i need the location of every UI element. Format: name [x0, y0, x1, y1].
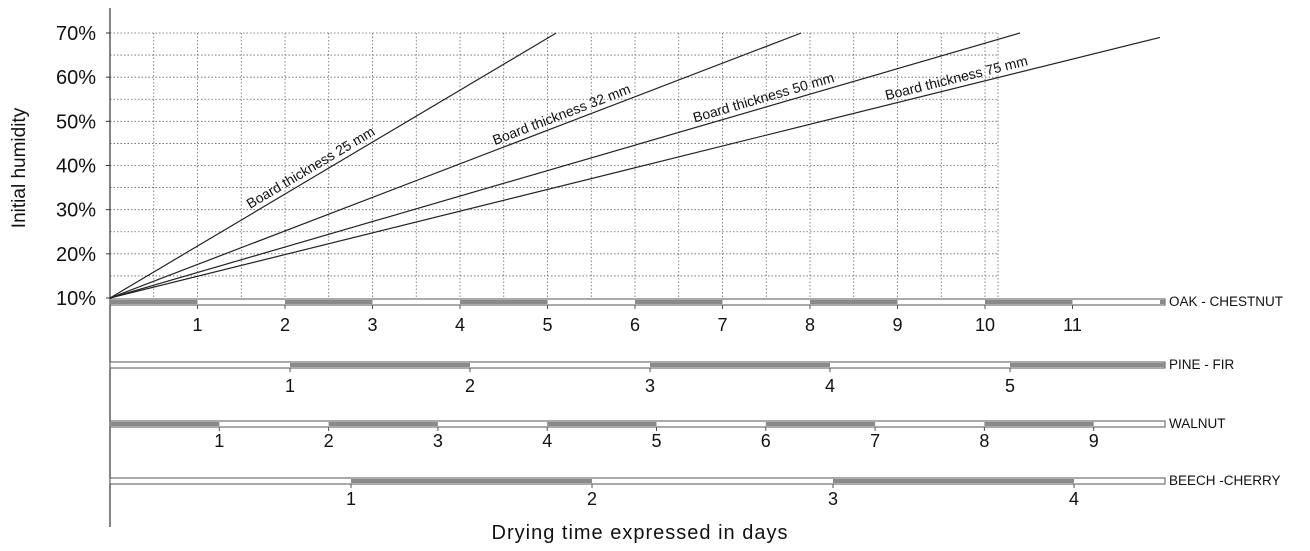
scale-tick-label: 5 [542, 315, 552, 335]
y-axis-label: Initial humidity [9, 107, 30, 228]
scale-species-label: BEECH -CHERRY [1169, 473, 1281, 488]
scale-segment [833, 479, 1074, 483]
scale-tick-label: 5 [651, 431, 661, 451]
y-tick-label: 40% [56, 156, 96, 178]
scale-tick-label: 2 [324, 431, 334, 451]
scale-tick-label: 8 [979, 431, 989, 451]
scale-tick-label: 6 [761, 431, 771, 451]
series-line [109, 32, 557, 299]
scale-tick-label: 3 [828, 489, 838, 509]
scale-segment [328, 422, 438, 426]
scale-tick-label: 7 [717, 315, 727, 335]
series-label: Board thickness 25 mm [244, 123, 378, 211]
scale-tick-label: 1 [285, 376, 295, 396]
y-tick-label: 70% [56, 23, 96, 45]
scale-segment [985, 300, 1073, 304]
axes: 10% 20% 30% 40% 50% 60% 70% [56, 8, 111, 527]
series-line [109, 32, 802, 299]
scale-bar [109, 361, 1166, 369]
scale-tick-label: 3 [433, 431, 443, 451]
scale-tick-label: 4 [455, 315, 465, 335]
scale-tick-label: 3 [367, 315, 377, 335]
scale-segment [351, 479, 592, 483]
y-tick-label: 50% [56, 111, 96, 133]
scale-species-label: WALNUT [1169, 416, 1226, 431]
series-label: Board thickness 75 mm [883, 52, 1029, 103]
scale-species-label: PINE - FIR [1169, 357, 1235, 372]
y-tick-label: 30% [56, 200, 96, 222]
scale-tick-label: 7 [870, 431, 880, 451]
scale-tick-label: 3 [645, 376, 655, 396]
scale-segment [285, 300, 373, 304]
scale-tick-label: 5 [1005, 376, 1015, 396]
scale-tick-label: 1 [192, 315, 202, 335]
scale-segment [110, 300, 198, 304]
scale-segment [650, 363, 830, 367]
scale-segment [1160, 300, 1165, 304]
series-label: Board thickness 50 mm [691, 69, 836, 125]
scale-tick-label: 4 [825, 376, 835, 396]
series-line [109, 32, 1021, 299]
scale-tick-label: 2 [587, 489, 597, 509]
y-tick-label: 10% [56, 288, 96, 310]
scale-tick-label: 10 [975, 315, 995, 335]
x-axis-label: Drying time expressed in days [492, 522, 789, 544]
scale-tick-label: 2 [280, 315, 290, 335]
scale-segment [984, 422, 1094, 426]
scale-tick-label: 2 [465, 376, 475, 396]
scale-tick-label: 9 [1089, 431, 1099, 451]
scale-segment [1010, 363, 1165, 367]
scale-segment [547, 422, 657, 426]
scale-tick-label: 11 [1063, 315, 1082, 335]
scale-tick-label: 4 [1069, 489, 1079, 509]
scale-segment [110, 422, 220, 426]
series-label: Board thickness 32 mm [490, 81, 632, 148]
scale-tick-label: 1 [346, 489, 356, 509]
scale-species-label: OAK - CHESTNUT [1169, 294, 1283, 309]
scale-tick-label: 9 [892, 315, 902, 335]
scale-tick-label: 1 [214, 431, 224, 451]
scale-segment [765, 422, 876, 426]
scale-bar [109, 477, 1166, 485]
scale-segment [635, 300, 723, 304]
y-tick-label: 60% [56, 67, 96, 89]
scale-tick-label: 8 [805, 315, 815, 335]
y-tick-label: 20% [56, 244, 96, 266]
scale-tick-label: 4 [542, 431, 552, 451]
scale-segment [810, 300, 898, 304]
scale-segment [460, 300, 548, 304]
scale-segment [290, 363, 470, 367]
grid [110, 32, 999, 298]
series-line [109, 36, 1161, 299]
scale-tick-label: 6 [630, 315, 640, 335]
